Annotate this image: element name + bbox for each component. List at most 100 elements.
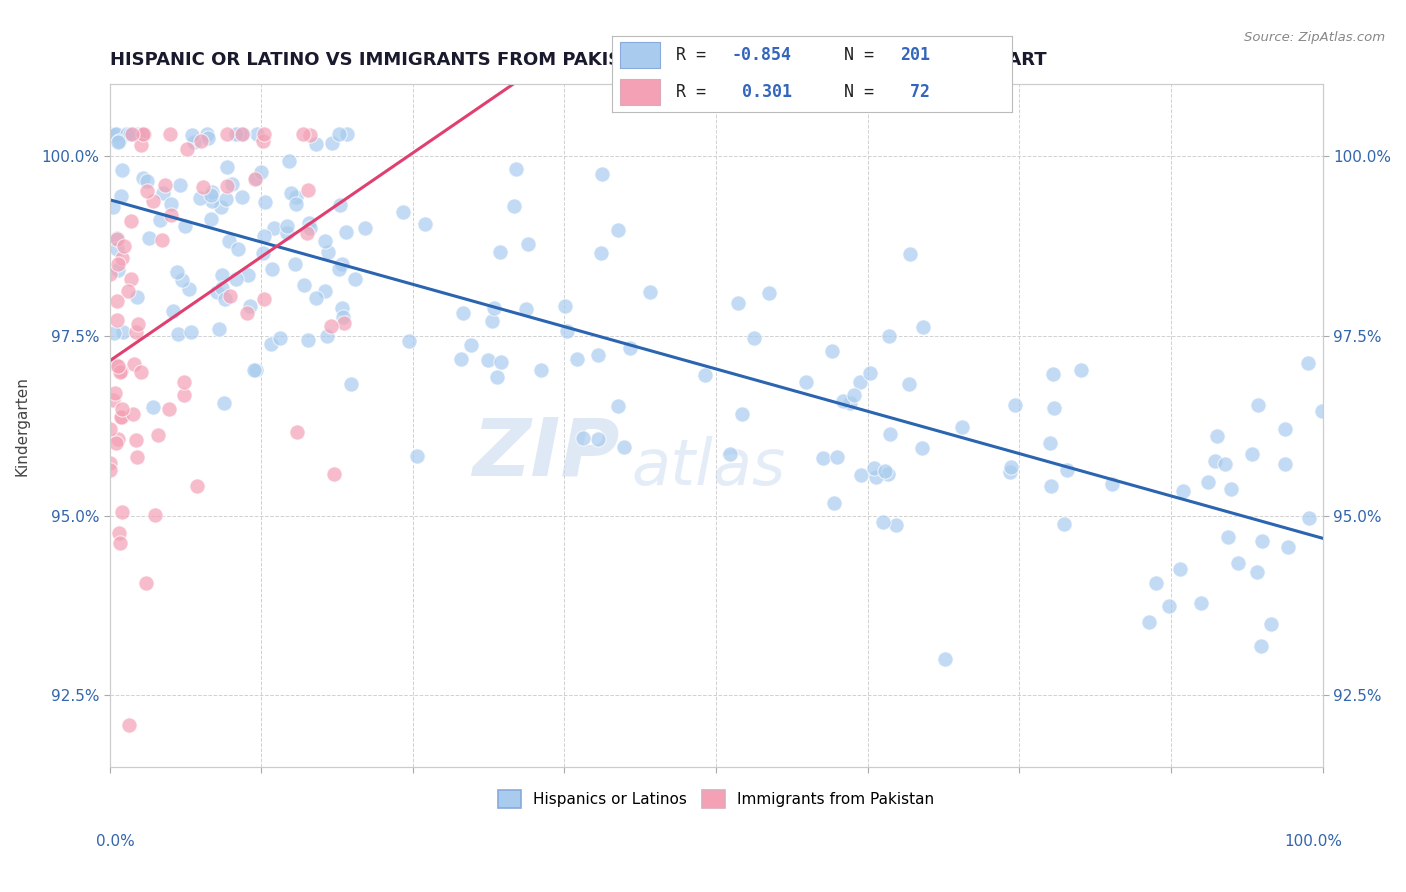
- Point: [557, 325, 579, 339]
- Point: [253, 128, 276, 142]
- Point: [98, 128, 121, 142]
- Point: [742, 331, 765, 345]
- Point: [162, 304, 184, 318]
- Point: [832, 393, 855, 408]
- Point: [876, 467, 898, 482]
- Point: [291, 128, 314, 142]
- Point: [330, 301, 353, 316]
- Point: [332, 310, 354, 325]
- Point: [129, 365, 152, 379]
- Point: [117, 284, 139, 298]
- Point: [335, 225, 357, 239]
- Text: ZIP: ZIP: [471, 414, 619, 492]
- Point: [225, 128, 247, 142]
- Point: [858, 366, 880, 380]
- Point: [1205, 429, 1227, 443]
- Point: [865, 469, 887, 483]
- Point: [1000, 460, 1022, 475]
- Point: [1189, 596, 1212, 610]
- Point: [591, 246, 613, 260]
- Point: [159, 208, 181, 222]
- Text: -0.854: -0.854: [731, 46, 792, 64]
- Point: [842, 388, 865, 402]
- Point: [285, 425, 308, 440]
- Point: [180, 326, 202, 340]
- Point: [329, 198, 352, 212]
- Point: [148, 428, 170, 442]
- Point: [1004, 398, 1026, 412]
- Point: [354, 221, 377, 235]
- Point: [108, 536, 131, 550]
- Point: [205, 285, 228, 299]
- Point: [105, 313, 128, 327]
- Point: [212, 396, 235, 410]
- Point: [238, 268, 260, 283]
- Text: R =: R =: [676, 46, 706, 64]
- Text: N =: N =: [844, 46, 875, 64]
- Point: [873, 464, 896, 478]
- Point: [1070, 363, 1092, 377]
- Point: [451, 306, 474, 320]
- Point: [121, 407, 143, 421]
- Point: [112, 239, 135, 253]
- Point: [211, 268, 233, 282]
- Point: [1056, 463, 1078, 477]
- Point: [108, 135, 131, 149]
- Text: R =: R =: [676, 83, 706, 101]
- Point: [1310, 404, 1333, 418]
- Point: [117, 128, 139, 142]
- Point: [565, 351, 588, 366]
- Point: [839, 396, 862, 410]
- Point: [127, 128, 149, 142]
- Point: [934, 652, 956, 666]
- Point: [1250, 533, 1272, 548]
- Point: [304, 292, 326, 306]
- Point: [606, 223, 628, 237]
- Text: 72: 72: [900, 83, 931, 101]
- Point: [1250, 639, 1272, 653]
- Point: [269, 331, 291, 345]
- Point: [153, 178, 176, 193]
- Point: [131, 128, 153, 142]
- Point: [169, 178, 191, 192]
- Point: [477, 353, 499, 368]
- Point: [330, 256, 353, 270]
- Point: [111, 505, 134, 519]
- Point: [107, 263, 129, 277]
- Point: [298, 220, 321, 235]
- Point: [103, 128, 125, 142]
- Point: [111, 251, 134, 265]
- Point: [120, 272, 142, 286]
- Point: [297, 183, 319, 197]
- Point: [110, 365, 132, 379]
- Point: [321, 136, 343, 150]
- Point: [195, 128, 218, 142]
- Point: [125, 325, 148, 339]
- Point: [218, 234, 240, 248]
- Point: [278, 153, 301, 168]
- Point: [166, 264, 188, 278]
- Point: [1137, 615, 1160, 629]
- Point: [879, 329, 901, 343]
- Point: [998, 466, 1021, 480]
- Point: [280, 186, 302, 201]
- Point: [316, 244, 339, 259]
- Point: [572, 431, 595, 445]
- Point: [211, 280, 233, 294]
- Point: [200, 212, 222, 227]
- Point: [1040, 479, 1063, 493]
- Point: [125, 434, 148, 448]
- Point: [105, 231, 128, 245]
- Point: [107, 526, 129, 541]
- Point: [849, 467, 872, 482]
- Point: [1159, 599, 1181, 614]
- Point: [173, 388, 195, 402]
- Point: [176, 142, 198, 156]
- Point: [98, 422, 121, 436]
- Point: [221, 177, 243, 191]
- Point: [217, 178, 239, 193]
- Point: [253, 293, 276, 307]
- Point: [252, 134, 274, 148]
- Point: [245, 171, 267, 186]
- Point: [332, 316, 354, 330]
